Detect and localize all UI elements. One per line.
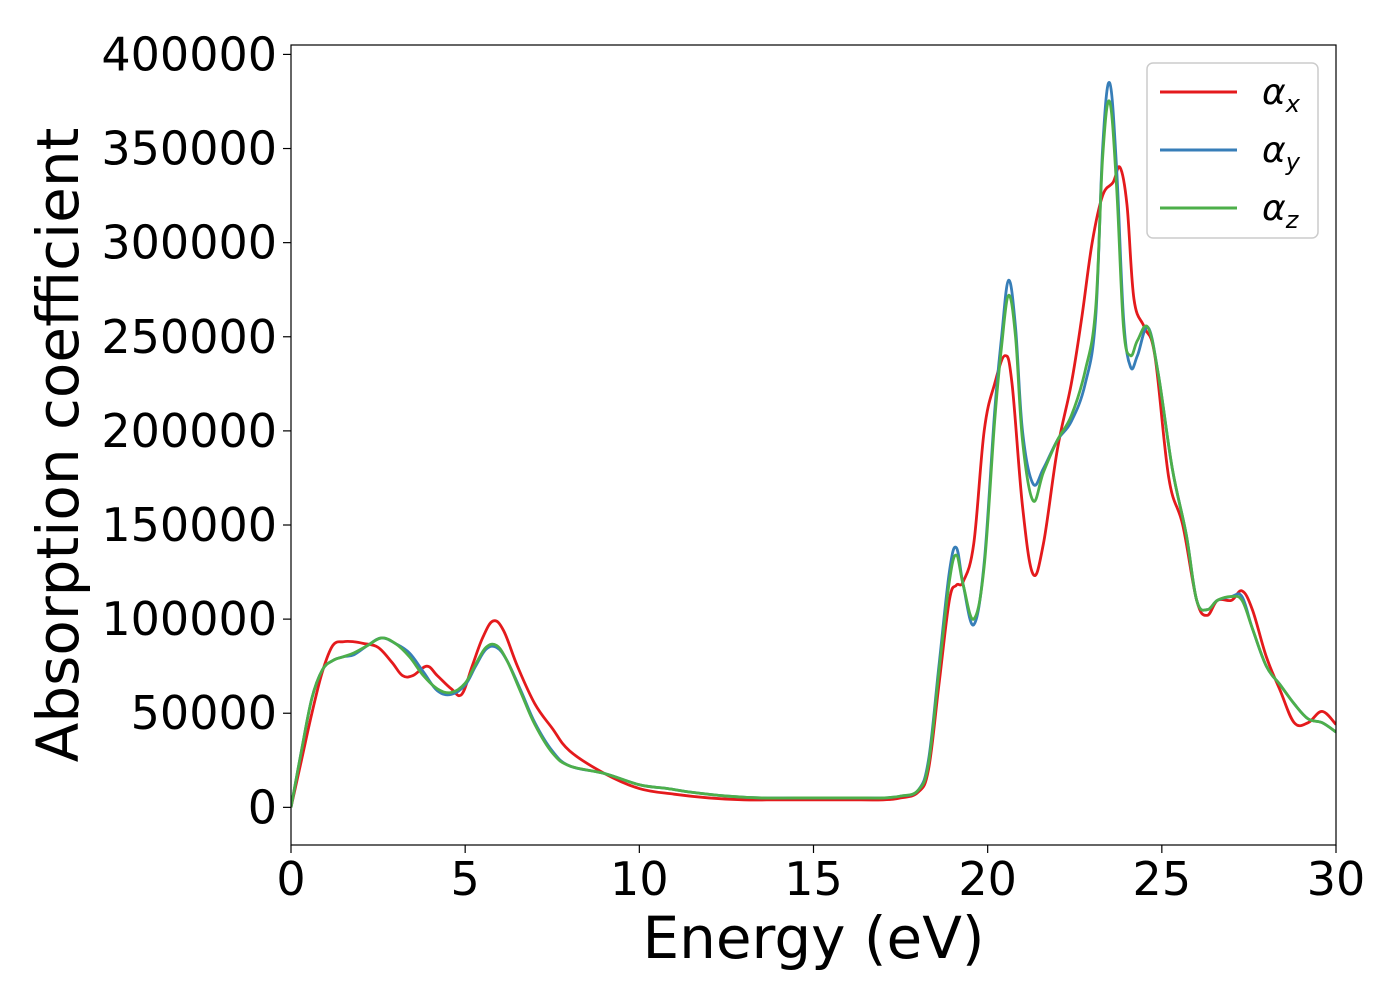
legend-label: αz bbox=[1262, 188, 1300, 234]
legend-label-symbol: α bbox=[1262, 188, 1286, 229]
series-line-alpha-x bbox=[291, 165, 1336, 808]
legend-label-subscript: y bbox=[1285, 148, 1301, 176]
plot-frame bbox=[290, 44, 1337, 846]
x-tick-label: 30 bbox=[1307, 852, 1366, 906]
y-tick-label: 50000 bbox=[131, 686, 277, 740]
series-lines bbox=[291, 81, 1336, 808]
y-tick-label: 0 bbox=[248, 780, 277, 834]
x-axis-label: Energy (eV) bbox=[642, 904, 984, 972]
x-tick-label: 5 bbox=[451, 852, 480, 906]
series-line-alpha-z bbox=[291, 99, 1336, 808]
x-tick-label: 0 bbox=[276, 852, 305, 906]
legend-label: αx bbox=[1262, 72, 1301, 118]
legend-label-symbol: α bbox=[1262, 130, 1286, 171]
legend-label-subscript: z bbox=[1285, 206, 1300, 234]
y-tick-label: 250000 bbox=[101, 310, 277, 364]
x-tick-label: 25 bbox=[1133, 852, 1192, 906]
x-tick-label: 15 bbox=[784, 852, 843, 906]
y-tick-label: 100000 bbox=[101, 592, 277, 646]
x-tick-label: 20 bbox=[958, 852, 1017, 906]
legend-label-subscript: x bbox=[1285, 90, 1301, 118]
y-tick-label: 200000 bbox=[101, 404, 277, 458]
x-tick-label: 10 bbox=[610, 852, 669, 906]
axis-ticks: 0 5 10 15 20 25 30 0 50000 100000 150000 200000 2500… bbox=[101, 27, 1365, 906]
y-tick-label: 150000 bbox=[101, 498, 277, 552]
legend-label: αy bbox=[1262, 130, 1301, 176]
y-tick-label: 300000 bbox=[101, 216, 277, 270]
y-axis-label: Absorption coefficient bbox=[24, 128, 92, 763]
y-tick-label: 400000 bbox=[101, 27, 277, 81]
y-tick-label: 350000 bbox=[101, 122, 277, 176]
legend-label-symbol: α bbox=[1262, 72, 1286, 113]
